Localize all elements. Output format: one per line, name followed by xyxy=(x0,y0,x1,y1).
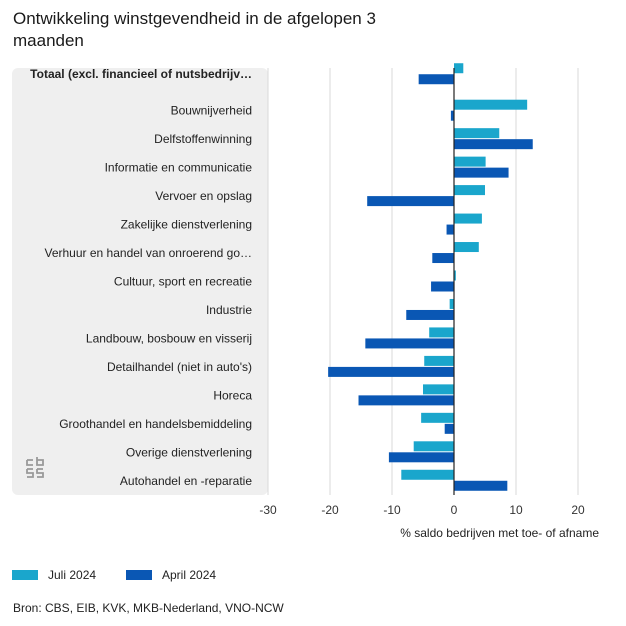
category-labels: Totaal (excl. financieel of nutsbedrijv…… xyxy=(30,67,252,488)
category-label: Bouwnijverheid xyxy=(171,104,252,118)
category-label: Overige dienstverlening xyxy=(126,445,252,459)
bar-april xyxy=(450,110,454,121)
x-axis-label: % saldo bedrijven met toe- of afname xyxy=(400,526,599,540)
bar-april xyxy=(328,366,454,377)
bar-april xyxy=(444,423,454,434)
category-label: Totaal (excl. financieel of nutsbedrijv… xyxy=(30,67,252,81)
legend-item-juli: Juli 2024 xyxy=(12,568,96,582)
bar-april xyxy=(367,196,454,207)
bar-april xyxy=(365,338,454,349)
bar-april xyxy=(454,167,509,178)
x-tick-label: -30 xyxy=(259,503,277,517)
bar-april xyxy=(446,224,454,235)
category-label: Verhuur en handel van onroerend go… xyxy=(45,246,253,260)
bar-juli xyxy=(429,327,454,338)
legend-item-april: April 2024 xyxy=(126,568,216,582)
category-label: Landbouw, bosbouw en visserij xyxy=(86,331,252,345)
bar-juli xyxy=(454,242,479,253)
x-tick-label: -20 xyxy=(321,503,339,517)
bar-april xyxy=(432,253,454,264)
bar-april xyxy=(454,480,508,491)
bar-juli xyxy=(454,270,456,281)
bar-juli xyxy=(413,441,454,452)
category-label: Autohandel en -reparatie xyxy=(120,474,252,488)
gridlines xyxy=(267,68,579,495)
bar-juli xyxy=(454,156,486,167)
category-label-panel xyxy=(12,68,268,495)
category-label: Vervoer en opslag xyxy=(155,189,252,203)
category-label: Informatie en communicatie xyxy=(105,161,253,175)
category-label: Groothandel en handelsbemiddeling xyxy=(59,417,252,431)
bar-juli xyxy=(454,99,528,110)
category-label: Delfstoffenwinning xyxy=(154,132,252,146)
category-label: Zakelijke dienstverlening xyxy=(121,218,252,232)
source-note: Bron: CBS, EIB, KVK, MKB-Nederland, VNO-… xyxy=(13,601,284,615)
x-tick-label: -10 xyxy=(383,503,401,517)
x-tick-label: 10 xyxy=(509,503,523,517)
bar-juli xyxy=(454,185,485,196)
bar-april xyxy=(406,309,454,320)
bar-april xyxy=(358,395,454,406)
bar-april xyxy=(454,139,533,150)
x-tick-label: 20 xyxy=(571,503,585,517)
cbs-logo-icon xyxy=(26,457,44,478)
bar-juli xyxy=(423,384,454,395)
legend-label-april: April 2024 xyxy=(162,568,217,582)
bar-april xyxy=(388,452,454,463)
legend-swatch-april xyxy=(126,570,152,580)
bar-juli xyxy=(454,213,482,224)
chart-title: Ontwikkeling winstgevendheid in de afgel… xyxy=(13,9,376,50)
bar-april xyxy=(431,281,454,292)
category-label: Detailhandel (niet in auto's) xyxy=(107,360,252,374)
bar-juli xyxy=(449,298,454,309)
bar-april xyxy=(418,74,454,85)
bar-juli xyxy=(454,63,464,74)
bar-juli xyxy=(454,128,500,139)
legend-swatch-juli xyxy=(12,570,38,580)
x-tick-labels: -30 -20 -10 0 10 20 xyxy=(259,503,585,517)
x-tick-label: 0 xyxy=(451,503,458,517)
category-label: Horeca xyxy=(213,388,252,402)
category-label: Industrie xyxy=(206,303,252,317)
bar-juli xyxy=(401,469,454,480)
bars xyxy=(328,63,533,495)
bar-juli xyxy=(424,355,454,366)
legend-label-juli: Juli 2024 xyxy=(48,568,97,582)
bar-juli xyxy=(421,412,454,423)
category-label: Cultuur, sport en recreatie xyxy=(114,275,252,289)
